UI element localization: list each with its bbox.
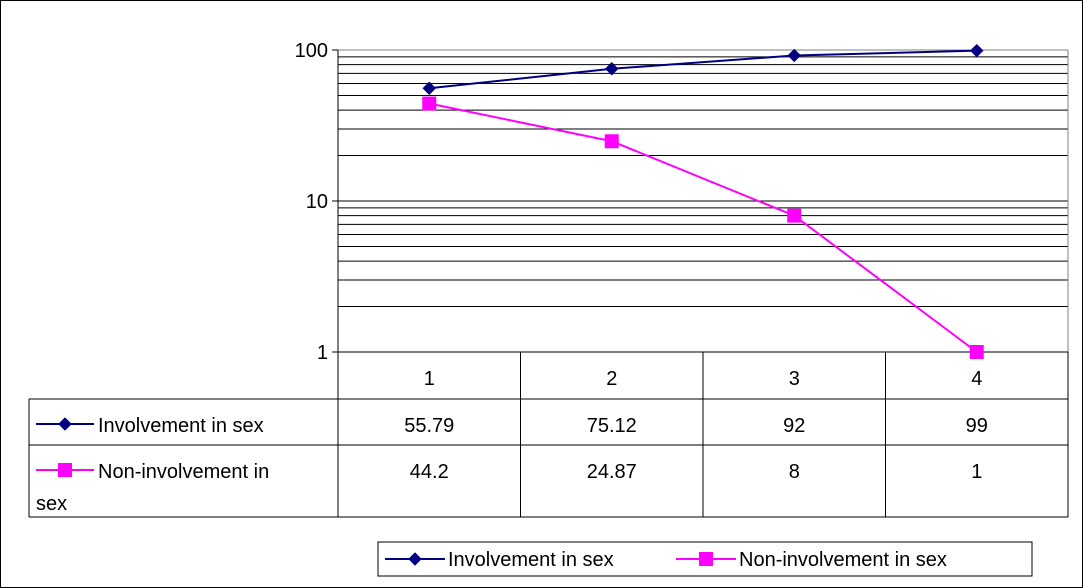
data-point [605,62,619,76]
y-tick-label: 100 [295,40,328,62]
table-row-label: Involvement in sex [98,415,264,437]
table-cell-value: 99 [966,415,988,437]
legend-key-marker [408,552,422,566]
data-point [970,43,984,58]
data-point [422,81,436,95]
x-tick-label: 4 [971,368,982,390]
data-point [787,48,801,63]
table-cell-value: 92 [783,415,805,437]
table-legend-key-marker [58,417,72,431]
table-row-label: Non-involvement in [98,461,269,483]
table-cell-value: 24.87 [587,461,637,483]
table-cell-value: 55.79 [404,415,454,437]
series-line-2 [429,102,978,353]
x-tick-label: 1 [424,368,435,390]
table-row-label: sex [36,493,67,515]
series-line-1 [429,49,977,90]
legend-label: Involvement in sex [448,549,614,571]
y-tick-label: 1 [317,342,328,364]
legend-label: Non-involvement in sex [739,549,947,571]
data-point [422,96,437,111]
x-tick-label: 3 [789,368,800,390]
table-cell-value: 8 [789,461,800,483]
table-cell-value: 1 [971,461,982,483]
data-point [604,134,619,149]
table-cell-value: 75.12 [587,415,637,437]
data-point [787,208,802,223]
y-tick-label: 10 [306,191,328,213]
data-point [969,345,984,359]
table-cell-value: 44.2 [410,461,449,483]
x-tick-label: 2 [606,368,617,390]
legend-key-marker [699,552,713,566]
table-legend-key-marker [58,463,72,477]
